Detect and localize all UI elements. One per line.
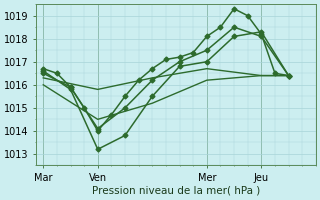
X-axis label: Pression niveau de la mer( hPa ): Pression niveau de la mer( hPa ) [92, 186, 260, 196]
